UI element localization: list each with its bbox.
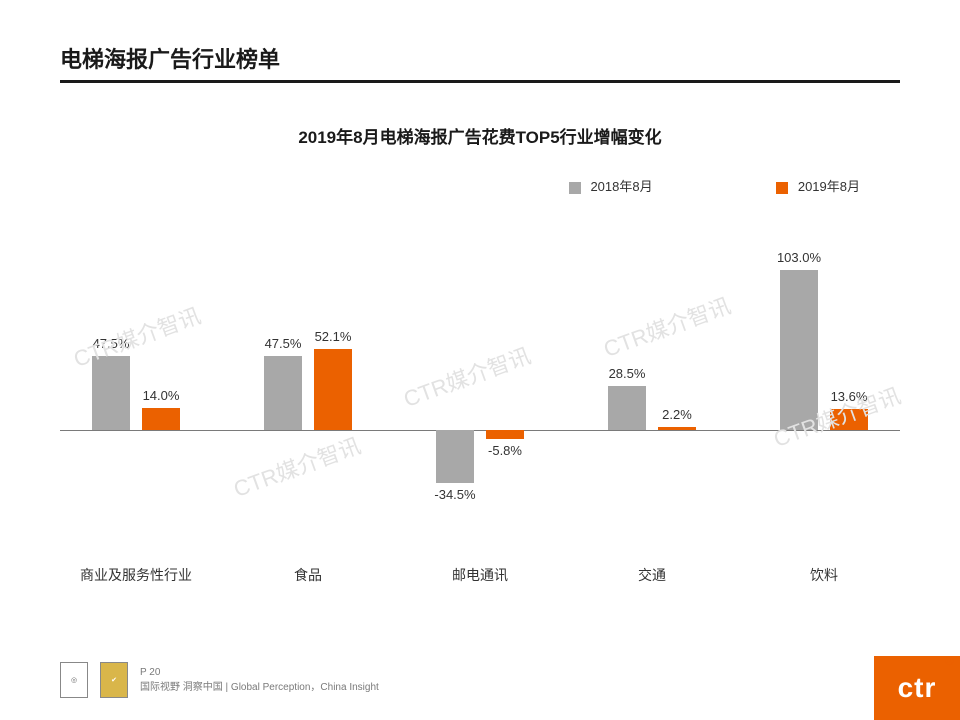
cert-badge-icon: ✔: [100, 662, 128, 698]
chart-title: 2019年8月电梯海报广告花费TOP5行业增幅变化: [60, 123, 900, 148]
chart-container: 2019年8月电梯海报广告花费TOP5行业增幅变化 2018年8月 2019年8…: [0, 93, 960, 523]
bar: [658, 427, 696, 430]
legend-label-1: 2019年8月: [798, 179, 860, 194]
bar-value-label: -34.5%: [420, 487, 490, 502]
legend-item: 2018年8月: [569, 176, 653, 195]
bar: [830, 409, 868, 430]
bar-value-label: 2.2%: [642, 407, 712, 422]
footer-tagline: 国际视野 洞察中国 | Global Perception，China Insi…: [140, 680, 379, 695]
registered-icon: ®: [945, 654, 954, 668]
bar-value-label: 14.0%: [126, 388, 196, 403]
cert-badge-icon: ◎: [60, 662, 88, 698]
bar: [314, 349, 352, 430]
bar: [436, 430, 474, 483]
bar: [92, 356, 130, 430]
legend-swatch-1: [776, 182, 788, 194]
category-label: 食品: [228, 565, 388, 585]
page-number: P 20: [140, 665, 379, 680]
bar-value-label: 52.1%: [298, 329, 368, 344]
category-label: 交通: [572, 565, 732, 585]
legend-swatch-0: [569, 182, 581, 194]
bar: [264, 356, 302, 430]
bar-value-label: 13.6%: [814, 389, 884, 404]
legend: 2018年8月 2019年8月: [60, 176, 900, 195]
bar-value-label: -5.8%: [470, 443, 540, 458]
category-label: 饮料: [744, 565, 904, 585]
legend-item: 2019年8月: [776, 176, 860, 195]
category-label: 商业及服务性行业: [56, 565, 216, 585]
bar: [608, 386, 646, 430]
bar-value-label: 103.0%: [764, 250, 834, 265]
bar: [486, 430, 524, 439]
legend-label-0: 2018年8月: [590, 179, 652, 194]
x-axis: [60, 430, 900, 431]
bar-value-label: 47.5%: [76, 336, 146, 351]
logo-text: ctr: [898, 672, 937, 704]
category-label: 邮电通讯: [400, 565, 560, 585]
ctr-logo: ® ctr: [874, 656, 960, 720]
page-title: 电梯海报广告行业榜单: [60, 42, 900, 83]
footer: ◎ ✔ P 20 国际视野 洞察中国 | Global Perception，C…: [60, 662, 379, 698]
bar: [142, 408, 180, 430]
bar: [780, 270, 818, 430]
chart-plot: 47.5%14.0%商业及服务性行业47.5%52.1%食品-34.5%-5.8…: [60, 213, 900, 523]
bar-value-label: 28.5%: [592, 366, 662, 381]
